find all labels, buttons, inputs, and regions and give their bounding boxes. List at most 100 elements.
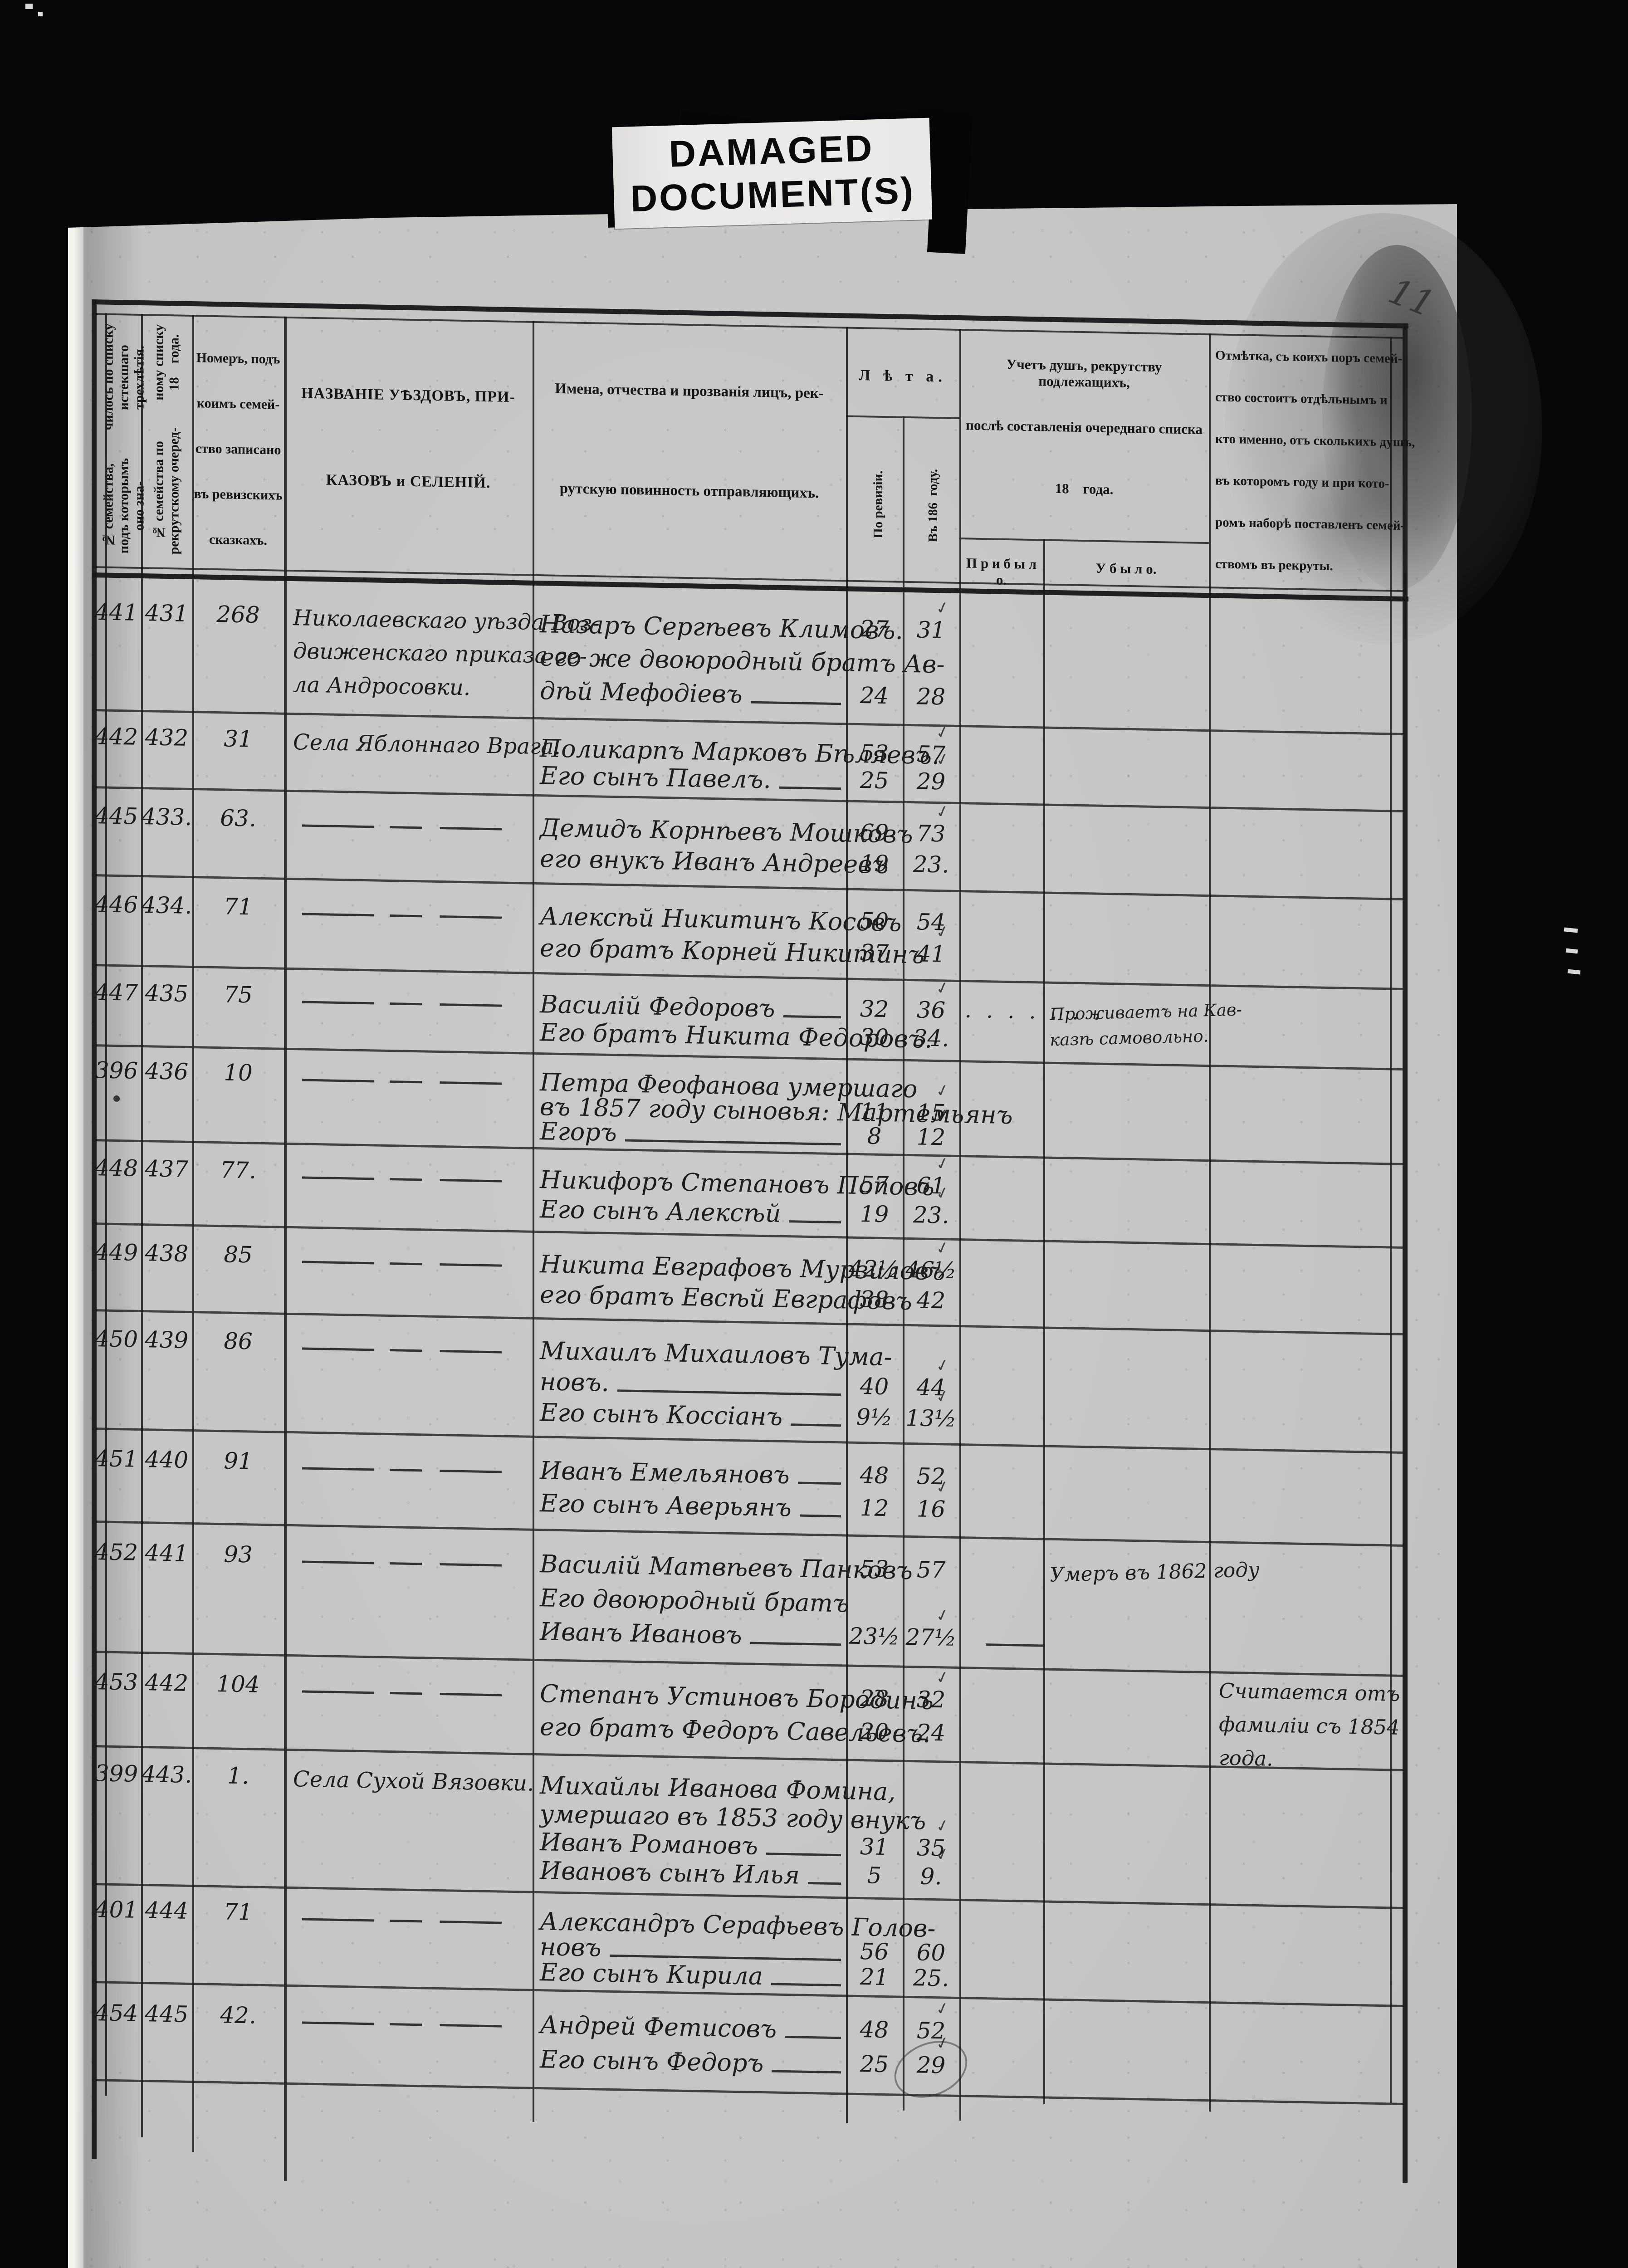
person-name: Андрей Фетисовъ — [540, 2010, 777, 2043]
cell-place-name: Николаевскаго уѣзда Воз- — [293, 605, 600, 636]
age-at-revision: 57 — [860, 1171, 889, 1198]
ditto-mark — [302, 1261, 502, 1267]
header-ubylo: У б ы л о. — [1095, 560, 1157, 577]
header-col-revision-number: Номеръ, подъ — [196, 350, 280, 367]
person-name: Его сынъ Павелъ. — [540, 761, 771, 794]
age-current: 16 ✓ — [916, 1476, 952, 1523]
age-current: 57 — [916, 1556, 946, 1584]
age-current: 41 ✓ — [916, 921, 952, 968]
age-at-revision: 11 — [860, 1098, 889, 1125]
ubylo-note: казѣ самовольно. — [1049, 1026, 1209, 1050]
age-current: 23. — [913, 851, 949, 878]
cell-revision-no: 268 — [216, 601, 260, 628]
person-name: Его сынъ Коссіанъ — [540, 1398, 783, 1431]
cell-person-line: Иванъ Ивановъ 23½ 27½ ✓ — [533, 1605, 959, 1666]
connector-dash — [791, 1423, 841, 1427]
age-current: 52 — [916, 1462, 946, 1490]
ditto-mark — [302, 1347, 502, 1354]
header-col-revision-number: ство записано — [195, 441, 281, 458]
cell-family-no-prev: 401 — [94, 1896, 138, 1923]
connector-dash — [617, 1389, 841, 1396]
header-pribylo: П р и б ы л о. — [966, 555, 1037, 588]
cell-revision-no: 10 — [224, 1059, 253, 1086]
age-current: 23. ✓ — [913, 1183, 952, 1229]
grid-hline — [959, 538, 1209, 544]
cell-revision-no: 77. — [220, 1157, 256, 1184]
cell-family-no-recruit: 441 — [145, 1540, 189, 1567]
check-mark: ✓ — [933, 801, 952, 823]
person-name: Иванъ Емельяновъ — [540, 1456, 790, 1489]
cell-family-no-recruit: 439 — [145, 1326, 189, 1354]
header-col-family-recruit-list: № семейства по рекрутскому очеред-ному с… — [141, 318, 192, 564]
header-rotated-line: ному списку 18 года. — [151, 324, 182, 401]
person-name: новъ. — [540, 1367, 609, 1397]
header-col-revision-number: въ ревизскихъ — [194, 486, 283, 503]
age-current: 46½ ✓ — [905, 1237, 957, 1284]
table-row: 452 441 93 Василій Матвѣевъ Панковъ 53 57 Его … — [92, 1520, 1404, 1675]
age-at-revision: 28 — [860, 1685, 889, 1712]
connector-dash — [785, 2035, 841, 2039]
ubylo-note: Проживаетъ на Кав- — [1049, 1000, 1242, 1025]
check-mark: ✓ — [933, 1237, 952, 1259]
person-name: Егоръ — [540, 1117, 617, 1147]
cell-family-no-prev: 453 — [94, 1668, 138, 1696]
cell-revision-no: 85 — [224, 1241, 253, 1268]
age-at-revision: 21 — [860, 1964, 889, 1991]
age-at-revision: 69 — [860, 819, 889, 846]
cell-family-no-recruit: 431 — [145, 599, 189, 627]
cell-family-no-prev: 396 — [94, 1056, 138, 1084]
header-leta-въ-186-году: Въ 186 году. — [926, 469, 940, 542]
cell-person-line: дѣй Мефодіевъ 24 28 — [533, 676, 959, 724]
age-current: 52 ✓ — [916, 1998, 952, 2044]
header-col-family-prev-list: № семейства, подъ которымъ оно зна-чилос… — [101, 318, 147, 563]
cell-revision-no: 42. — [220, 2002, 256, 2029]
age-at-revision: 9½ — [856, 1403, 893, 1431]
age-current: 54 — [916, 909, 946, 936]
age-at-revision: 23½ — [849, 1623, 900, 1650]
damaged-label-line2: DOCUMENT(S) — [630, 170, 916, 220]
film-speck — [38, 12, 43, 16]
age-at-revision: 53 — [860, 1555, 889, 1583]
film-mark — [1565, 948, 1578, 954]
cell-family-no-prev: 441 — [94, 598, 138, 626]
table-row: 441 431 268 Николаевскаго уѣзда Воз-движенс… — [92, 581, 1404, 733]
age-at-revision: 48 — [860, 1461, 889, 1489]
cell-place-name: движенскаго приказа се- — [293, 638, 587, 670]
age-current: 24 — [916, 1719, 946, 1746]
cell-revision-no: 104 — [216, 1671, 260, 1698]
ditto-mark — [302, 1001, 502, 1007]
person-name: Его сынъ Алексѣй — [540, 1194, 781, 1228]
ditto-mark — [302, 1560, 502, 1567]
page-edge-highlight — [68, 204, 87, 2268]
connector-dash — [800, 1514, 841, 1517]
connector-dash — [751, 701, 841, 705]
cell-family-no-prev: 449 — [94, 1238, 138, 1266]
person-name: Иванъ Романовъ — [540, 1828, 758, 1861]
age-at-revision: 19 — [860, 850, 889, 877]
person-name: Иванъ Ивановъ — [540, 1617, 742, 1650]
age-current: 61 ✓ — [916, 1153, 952, 1199]
ditto-mark — [302, 1690, 502, 1696]
connector-dash — [779, 786, 841, 790]
ditto-mark — [302, 824, 502, 831]
person-name: Его сынъ Федоръ — [540, 2044, 764, 2077]
connector-dash — [750, 1642, 841, 1646]
header-otmetka: ствомъ въ рекруты. — [1215, 557, 1333, 574]
age-current: 42 — [916, 1286, 946, 1314]
connector-dash — [808, 1882, 841, 1885]
cell-family-no-prev: 452 — [94, 1539, 138, 1566]
cell-family-no-recruit: 434. — [141, 892, 192, 919]
cell-family-no-prev: 445 — [94, 802, 138, 830]
cell-family-no-recruit: 445 — [145, 2000, 189, 2028]
header-col-person-names: Имена, отчества и прозванія лицъ, рек- — [555, 380, 824, 402]
table-row: 450 439 86 Михаилъ Михаиловъ Тума-новъ. 40 44… — [92, 1309, 1404, 1452]
check-mark: ✓ — [933, 1998, 952, 2020]
header-col-revision-number: сказкахъ. — [209, 532, 267, 548]
cell-family-no-recruit: 440 — [145, 1446, 189, 1473]
age-at-revision: 50 — [860, 908, 889, 935]
header-rotated-line: № семейства, подъ которымъ оно зна- — [101, 458, 147, 554]
age-at-revision: 19 — [860, 1200, 889, 1227]
header-otmetka: ство состоитъ отдѣльнымъ и — [1215, 390, 1388, 408]
ubylo-note: Умеръ въ 1862 году — [1049, 1558, 1260, 1587]
